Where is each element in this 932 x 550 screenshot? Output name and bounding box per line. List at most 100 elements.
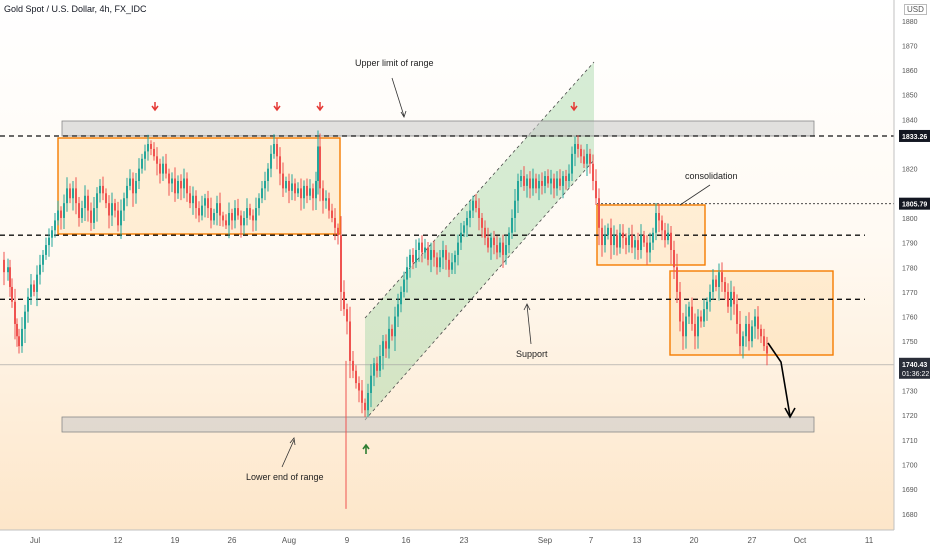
candle-body	[682, 321, 684, 337]
candle-body	[102, 185, 104, 194]
candle-body	[610, 227, 612, 246]
candle-body	[159, 163, 161, 174]
candle-body	[595, 180, 597, 199]
candle-body	[373, 363, 375, 376]
candle-body	[637, 240, 639, 250]
price-tick-label: 1800	[902, 216, 918, 223]
candle-body	[496, 245, 498, 253]
candle-body	[742, 336, 744, 347]
candle-body	[171, 178, 173, 184]
price-tick-label: 1770	[902, 290, 918, 297]
candle-body	[228, 213, 230, 226]
down-arrow-icon	[570, 102, 578, 112]
candle-body	[568, 173, 570, 181]
time-tick-label: 20	[690, 536, 699, 545]
candle-body	[730, 291, 732, 307]
label-lower-end: Lower end of range	[246, 472, 324, 482]
time-tick-label: Oct	[794, 536, 807, 545]
candle-body	[619, 232, 621, 248]
candle-body	[21, 328, 23, 347]
pointer-support-head	[523, 303, 531, 311]
candle-body	[213, 213, 215, 221]
candle-body	[589, 153, 591, 164]
pointer-support	[526, 304, 532, 345]
candle-body	[385, 341, 387, 349]
candle-body	[129, 178, 131, 186]
candle-body	[349, 321, 351, 361]
candle-body	[361, 390, 363, 403]
candle-body	[556, 178, 558, 189]
candle-body	[216, 203, 218, 214]
projection-arrow	[767, 342, 791, 417]
candle-body	[352, 360, 354, 371]
candle-body	[523, 176, 525, 186]
candle-body	[36, 274, 38, 292]
candle-body	[670, 232, 672, 250]
candle-body	[180, 180, 182, 189]
label-consolidation: consolidation	[685, 171, 738, 181]
candle-body	[628, 235, 630, 246]
candle-body	[739, 323, 741, 347]
candle-body	[183, 178, 185, 189]
candle-body	[691, 306, 693, 324]
candle-body	[652, 232, 654, 243]
candle-body	[337, 227, 339, 236]
candle-body	[559, 178, 561, 186]
candle-body	[192, 195, 194, 204]
price-tick-label: 1700	[902, 462, 918, 469]
candle-body	[553, 178, 555, 189]
time-tick-label: 13	[633, 536, 642, 545]
candle-body	[288, 180, 290, 191]
candle-body	[499, 242, 501, 253]
candle-body	[469, 210, 471, 218]
candle-body	[312, 188, 314, 199]
candle-body	[343, 291, 345, 310]
price-tick-label: 1690	[902, 487, 918, 494]
time-tick-label: Sep	[538, 536, 553, 545]
candle-body	[382, 341, 384, 356]
candle-body	[135, 180, 137, 194]
candle-body	[676, 267, 678, 292]
candle-body	[123, 198, 125, 211]
candle-body	[481, 217, 483, 228]
candle-body	[189, 193, 191, 204]
price-tick-label: 1860	[902, 68, 918, 75]
candle-body	[315, 180, 317, 199]
price-tag-consolidation-bg	[899, 197, 930, 210]
candle-body	[562, 176, 564, 186]
currency-badge[interactable]: USD	[904, 4, 927, 15]
candle-body	[550, 178, 552, 184]
candle-body	[415, 249, 417, 263]
candle-body	[391, 328, 393, 337]
candle-body	[766, 346, 768, 354]
symbol-title: Gold Spot / U.S. Dollar, 4h, FX_IDC	[4, 4, 147, 14]
price-tick-label: 1680	[902, 512, 918, 519]
candle-body	[586, 153, 588, 164]
candle-body	[493, 237, 495, 246]
up-arrow-icon	[362, 443, 370, 454]
candle-body	[403, 279, 405, 292]
candle-body	[451, 262, 453, 270]
lower-range-band	[61, 416, 815, 433]
candle-body	[505, 245, 507, 255]
candle-body	[234, 208, 236, 221]
candle-body	[697, 316, 699, 337]
candle-body	[340, 235, 342, 292]
candle-body	[24, 311, 26, 329]
candle-body	[276, 144, 278, 157]
candle-body	[538, 180, 540, 189]
candle-body	[427, 247, 429, 260]
candle-body	[14, 301, 16, 324]
candle-body	[601, 227, 603, 246]
candle-body	[267, 168, 269, 181]
candle-body	[646, 242, 648, 253]
candle-body	[252, 215, 254, 221]
candle-body	[751, 326, 753, 342]
candle-body	[421, 242, 423, 253]
candle-body	[309, 188, 311, 196]
candle-body	[463, 225, 465, 233]
candle-body	[3, 259, 5, 273]
candle-body	[319, 146, 321, 189]
